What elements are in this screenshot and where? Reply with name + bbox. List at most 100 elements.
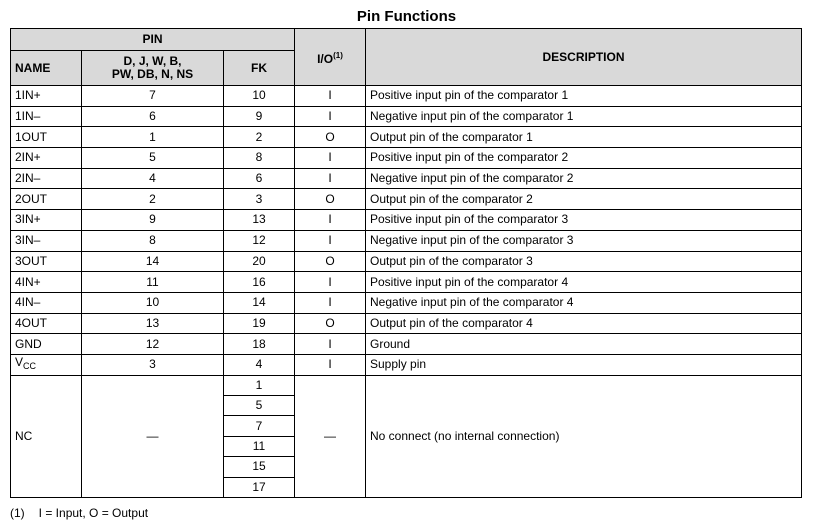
pin-name: 3IN+ xyxy=(10,209,82,231)
footnote-ref: (1) xyxy=(333,50,343,60)
pin-description: Output pin of the comparator 4 xyxy=(365,312,802,335)
table-row: 1OUT 1 2 O Output pin of the comparator 1 xyxy=(10,126,802,149)
pin-io: I xyxy=(294,209,366,231)
pin-io: I xyxy=(294,229,366,252)
pin-io: — xyxy=(294,374,366,498)
table-row: 3IN+ 9 13 I Positive input pin of the compar… xyxy=(10,209,802,231)
pin-io: I xyxy=(294,167,366,190)
pin-number-pkg: 7 xyxy=(81,85,224,107)
pin-number-fk: 3 xyxy=(223,188,295,211)
pin-io: O xyxy=(294,250,366,273)
pin-number-fk: 4 xyxy=(223,353,295,376)
pin-description: Positive input pin of the comparator 3 xyxy=(365,209,802,231)
pin-description: Negative input pin of the comparator 3 xyxy=(365,229,802,252)
pin-name: 1OUT xyxy=(10,126,82,149)
pin-description: Negative input pin of the comparator 4 xyxy=(365,291,802,314)
pin-number-pkg: 11 xyxy=(81,271,224,293)
pin-io: O xyxy=(294,126,366,149)
pin-number-fk: 8 xyxy=(223,147,295,169)
header-io: I/O(1) xyxy=(294,28,366,86)
pin-functions-table: PIN I/O(1) DESCRIPTION NAME D, J, W, B, P… xyxy=(10,28,802,498)
pin-description: Positive input pin of the comparator 1 xyxy=(365,85,802,107)
pin-name: 4IN+ xyxy=(10,271,82,293)
header-pin: PIN xyxy=(10,28,295,51)
pin-description: Output pin of the comparator 2 xyxy=(365,188,802,211)
pin-description: Output pin of the comparator 1 xyxy=(365,126,802,149)
header-package-pins: D, J, W, B, PW, DB, N, NS xyxy=(81,50,224,86)
pin-io: I xyxy=(294,291,366,314)
pin-number-pkg: 9 xyxy=(81,209,224,231)
pin-io: I xyxy=(294,271,366,293)
pin-number-fk: 19 xyxy=(223,312,295,335)
table-row: 2OUT 2 3 O Output pin of the comparator 2 xyxy=(10,188,802,211)
pin-number-pkg: 2 xyxy=(81,188,224,211)
pin-io: I xyxy=(294,105,366,128)
pin-number-fk: 10 xyxy=(223,85,295,107)
pin-name: GND xyxy=(10,333,82,355)
pin-number-fk: 20 xyxy=(223,250,295,273)
pin-description: Supply pin xyxy=(365,353,802,376)
table-title: Pin Functions xyxy=(356,8,457,25)
table-row: 2IN– 4 6 I Negative input pin of the compara… xyxy=(10,167,802,190)
pin-number-pkg: 8 xyxy=(81,229,224,252)
pin-number-fk: 15 xyxy=(223,456,295,478)
header-fk: FK xyxy=(223,50,295,86)
header-description: DESCRIPTION xyxy=(365,28,802,86)
pin-io: I xyxy=(294,333,366,355)
pin-number-fk: 14 xyxy=(223,291,295,314)
table-row: 3OUT 14 20 O Output pin of the comparator 3 xyxy=(10,250,802,273)
table-row: 2IN+ 5 8 I Positive input pin of the compara… xyxy=(10,147,802,169)
table-row: 4OUT 13 19 O Output pin of the comparator 4 xyxy=(10,312,802,335)
pin-io: I xyxy=(294,353,366,376)
footnote: (1) I = Input, O = Output xyxy=(10,506,149,520)
pin-number-pkg: 6 xyxy=(81,105,224,128)
pin-name: 4IN– xyxy=(10,291,82,314)
pin-number-fk: 6 xyxy=(223,167,295,190)
header-name: NAME xyxy=(10,50,82,86)
pin-io: O xyxy=(294,312,366,335)
table-row: 11 xyxy=(11,435,802,458)
table-row: NC —1— No connect (no internal connection) xyxy=(10,374,802,498)
pin-io: I xyxy=(294,147,366,169)
pin-io: I xyxy=(294,85,366,107)
pin-number-pkg: 3 xyxy=(81,353,224,376)
table-row: 1IN+ 7 10 I Positive input pin of the compar… xyxy=(10,85,802,107)
pin-name: 2IN+ xyxy=(10,147,82,169)
table-row: 3IN– 8 12 I Negative input pin of the compar… xyxy=(10,229,802,252)
pin-number-fk: 18 xyxy=(223,333,295,355)
pin-number-pkg: 14 xyxy=(81,250,224,273)
pin-description: Negative input pin of the comparator 2 xyxy=(365,167,802,190)
pin-number-fk: 1 xyxy=(223,374,295,397)
pin-number-pkg: — xyxy=(81,374,224,498)
pin-number-pkg: 12 xyxy=(81,333,224,355)
pin-description: Positive input pin of the comparator 2 xyxy=(365,147,802,169)
pin-number-fk: 13 xyxy=(223,209,295,231)
pin-description: No connect (no internal connection) xyxy=(365,374,802,498)
pin-name: VCC xyxy=(10,353,82,376)
pin-description: Positive input pin of the comparator 4 xyxy=(365,271,802,293)
table-row: 1IN– 6 9 I Negative input pin of the compara… xyxy=(10,105,802,128)
pin-name: 3OUT xyxy=(10,250,82,273)
table-row: 4IN+ 11 16 I Positive input pin of the compa… xyxy=(10,271,802,293)
pin-name: 3IN– xyxy=(10,229,82,252)
pin-number-fk: 11 xyxy=(223,435,295,458)
table-row: GND 12 18 I Ground xyxy=(10,333,802,355)
table-row: 4IN– 10 14 I Negative input pin of the compa… xyxy=(10,291,802,314)
pin-name: 2OUT xyxy=(10,188,82,211)
pin-number-pkg: 5 xyxy=(81,147,224,169)
pin-name: 1IN– xyxy=(10,105,82,128)
pin-number-pkg: 13 xyxy=(81,312,224,335)
table-row: 17 xyxy=(11,476,802,498)
pin-number-fk: 5 xyxy=(223,395,295,417)
pin-number-fk: 17 xyxy=(223,476,295,498)
pin-description: Ground xyxy=(365,333,802,355)
table-row: VCC 3 4 I Supply pin xyxy=(10,353,802,376)
pin-number-pkg: 1 xyxy=(81,126,224,149)
pin-description: Negative input pin of the comparator 1 xyxy=(365,105,802,128)
pin-number-fk: 12 xyxy=(223,229,295,252)
pin-name: NC xyxy=(10,374,82,498)
pin-number-pkg: 4 xyxy=(81,167,224,190)
pin-number-pkg: 10 xyxy=(81,291,224,314)
pin-description: Output pin of the comparator 3 xyxy=(365,250,802,273)
pin-name: 2IN– xyxy=(10,167,82,190)
